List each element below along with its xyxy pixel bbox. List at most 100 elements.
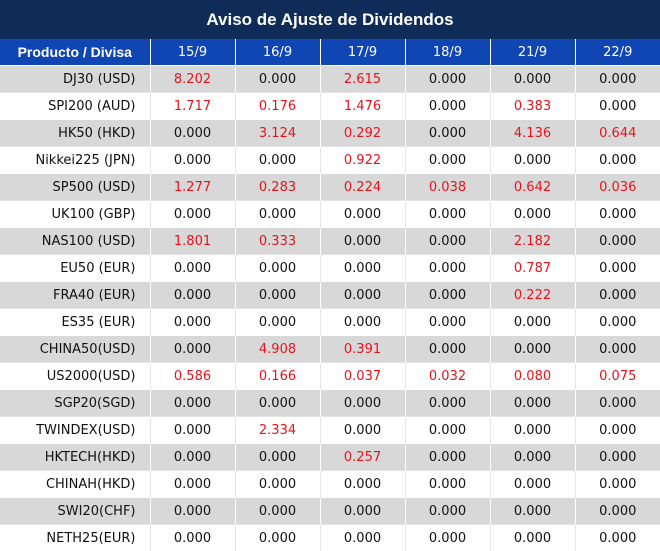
dividend-value-cell: 0.000	[235, 282, 320, 309]
dividend-value-cell: 0.000	[150, 255, 235, 282]
dividend-value-cell: 0.257	[320, 444, 405, 471]
dividend-value-cell: 0.224	[320, 174, 405, 201]
dividend-value-cell: 0.038	[405, 174, 490, 201]
dividend-value-cell: 0.000	[150, 336, 235, 363]
dividend-value-cell: 0.292	[320, 120, 405, 147]
dividend-value-cell: 0.000	[575, 282, 660, 309]
dividend-value-cell: 0.383	[490, 93, 575, 120]
product-cell: DJ30 (USD)	[0, 66, 150, 93]
column-header-date: 17/9	[320, 39, 405, 66]
dividend-value-cell: 0.000	[150, 525, 235, 551]
dividend-value-cell: 0.642	[490, 174, 575, 201]
dividend-value-cell: 0.000	[235, 309, 320, 336]
dividend-value-cell: 0.036	[575, 174, 660, 201]
dividend-value-cell: 0.000	[320, 390, 405, 417]
dividend-value-cell: 0.000	[405, 444, 490, 471]
dividend-value-cell: 0.000	[150, 147, 235, 174]
product-cell: Nikkei225 (JPN)	[0, 147, 150, 174]
dividend-table: Producto / Divisa 15/9 16/9 17/9 18/9 21…	[0, 39, 660, 551]
dividend-value-cell: 4.136	[490, 120, 575, 147]
dividend-value-cell: 0.000	[490, 201, 575, 228]
dividend-value-cell: 0.032	[405, 363, 490, 390]
dividend-value-cell: 0.080	[490, 363, 575, 390]
dividend-value-cell: 0.000	[405, 471, 490, 498]
dividend-value-cell: 0.000	[575, 255, 660, 282]
dividend-value-cell: 0.000	[320, 498, 405, 525]
product-cell: SWI20(CHF)	[0, 498, 150, 525]
dividend-value-cell: 0.000	[490, 525, 575, 551]
dividend-value-cell: 0.000	[575, 201, 660, 228]
dividend-value-cell: 0.000	[405, 201, 490, 228]
dividend-value-cell: 0.000	[490, 498, 575, 525]
table-header-row: Producto / Divisa 15/9 16/9 17/9 18/9 21…	[0, 39, 660, 66]
dividend-value-cell: 0.000	[405, 93, 490, 120]
dividend-value-cell: 0.283	[235, 174, 320, 201]
dividend-value-cell: 0.000	[405, 309, 490, 336]
dividend-value-cell: 0.000	[575, 228, 660, 255]
column-header-date: 16/9	[235, 39, 320, 66]
dividend-value-cell: 0.000	[490, 390, 575, 417]
dividend-value-cell: 0.000	[490, 309, 575, 336]
product-cell: UK100 (GBP)	[0, 201, 150, 228]
dividend-value-cell: 0.000	[150, 282, 235, 309]
dividend-value-cell: 0.176	[235, 93, 320, 120]
dividend-value-cell: 0.000	[235, 390, 320, 417]
dividend-value-cell: 0.166	[235, 363, 320, 390]
dividend-value-cell: 0.000	[320, 417, 405, 444]
page-title: Aviso de Ajuste de Dividendos	[0, 0, 660, 39]
column-header-product: Producto / Divisa	[0, 39, 150, 66]
dividend-value-cell: 0.000	[405, 282, 490, 309]
product-cell: ES35 (EUR)	[0, 309, 150, 336]
dividend-value-cell: 0.000	[405, 255, 490, 282]
dividend-value-cell: 0.787	[490, 255, 575, 282]
product-cell: FRA40 (EUR)	[0, 282, 150, 309]
dividend-value-cell: 0.000	[575, 525, 660, 551]
product-cell: TWINDEX(USD)	[0, 417, 150, 444]
dividend-value-cell: 0.000	[150, 201, 235, 228]
dividend-notice: Aviso de Ajuste de Dividendos Producto /…	[0, 0, 660, 535]
dividend-value-cell: 0.000	[405, 120, 490, 147]
dividend-value-cell: 0.000	[235, 444, 320, 471]
dividend-value-cell: 0.000	[150, 309, 235, 336]
dividend-value-cell: 0.000	[320, 471, 405, 498]
dividend-value-cell: 3.124	[235, 120, 320, 147]
dividend-value-cell: 0.922	[320, 147, 405, 174]
dividend-value-cell: 0.000	[575, 336, 660, 363]
dividend-value-cell: 0.000	[150, 444, 235, 471]
dividend-value-cell: 1.277	[150, 174, 235, 201]
dividend-value-cell: 2.334	[235, 417, 320, 444]
dividend-value-cell: 0.000	[320, 228, 405, 255]
dividend-value-cell: 0.000	[490, 444, 575, 471]
product-cell: CHINAH(HKD)	[0, 471, 150, 498]
dividend-value-cell: 0.000	[150, 471, 235, 498]
dividend-value-cell: 0.000	[405, 498, 490, 525]
product-cell: SGP20(SGD)	[0, 390, 150, 417]
dividend-value-cell: 0.000	[405, 147, 490, 174]
dividend-value-cell: 0.000	[150, 417, 235, 444]
column-header-date: 22/9	[575, 39, 660, 66]
dividend-value-cell: 1.801	[150, 228, 235, 255]
dividend-value-cell: 0.000	[320, 282, 405, 309]
dividend-value-cell: 2.615	[320, 66, 405, 93]
dividend-value-cell: 0.000	[150, 390, 235, 417]
dividend-value-cell: 0.000	[490, 336, 575, 363]
dividend-value-cell: 0.000	[490, 471, 575, 498]
dividend-value-cell: 0.000	[490, 147, 575, 174]
dividend-value-cell: 0.000	[575, 471, 660, 498]
dividend-value-cell: 1.717	[150, 93, 235, 120]
dividend-value-cell: 0.586	[150, 363, 235, 390]
dividend-value-cell: 0.000	[235, 66, 320, 93]
dividend-value-cell: 0.391	[320, 336, 405, 363]
